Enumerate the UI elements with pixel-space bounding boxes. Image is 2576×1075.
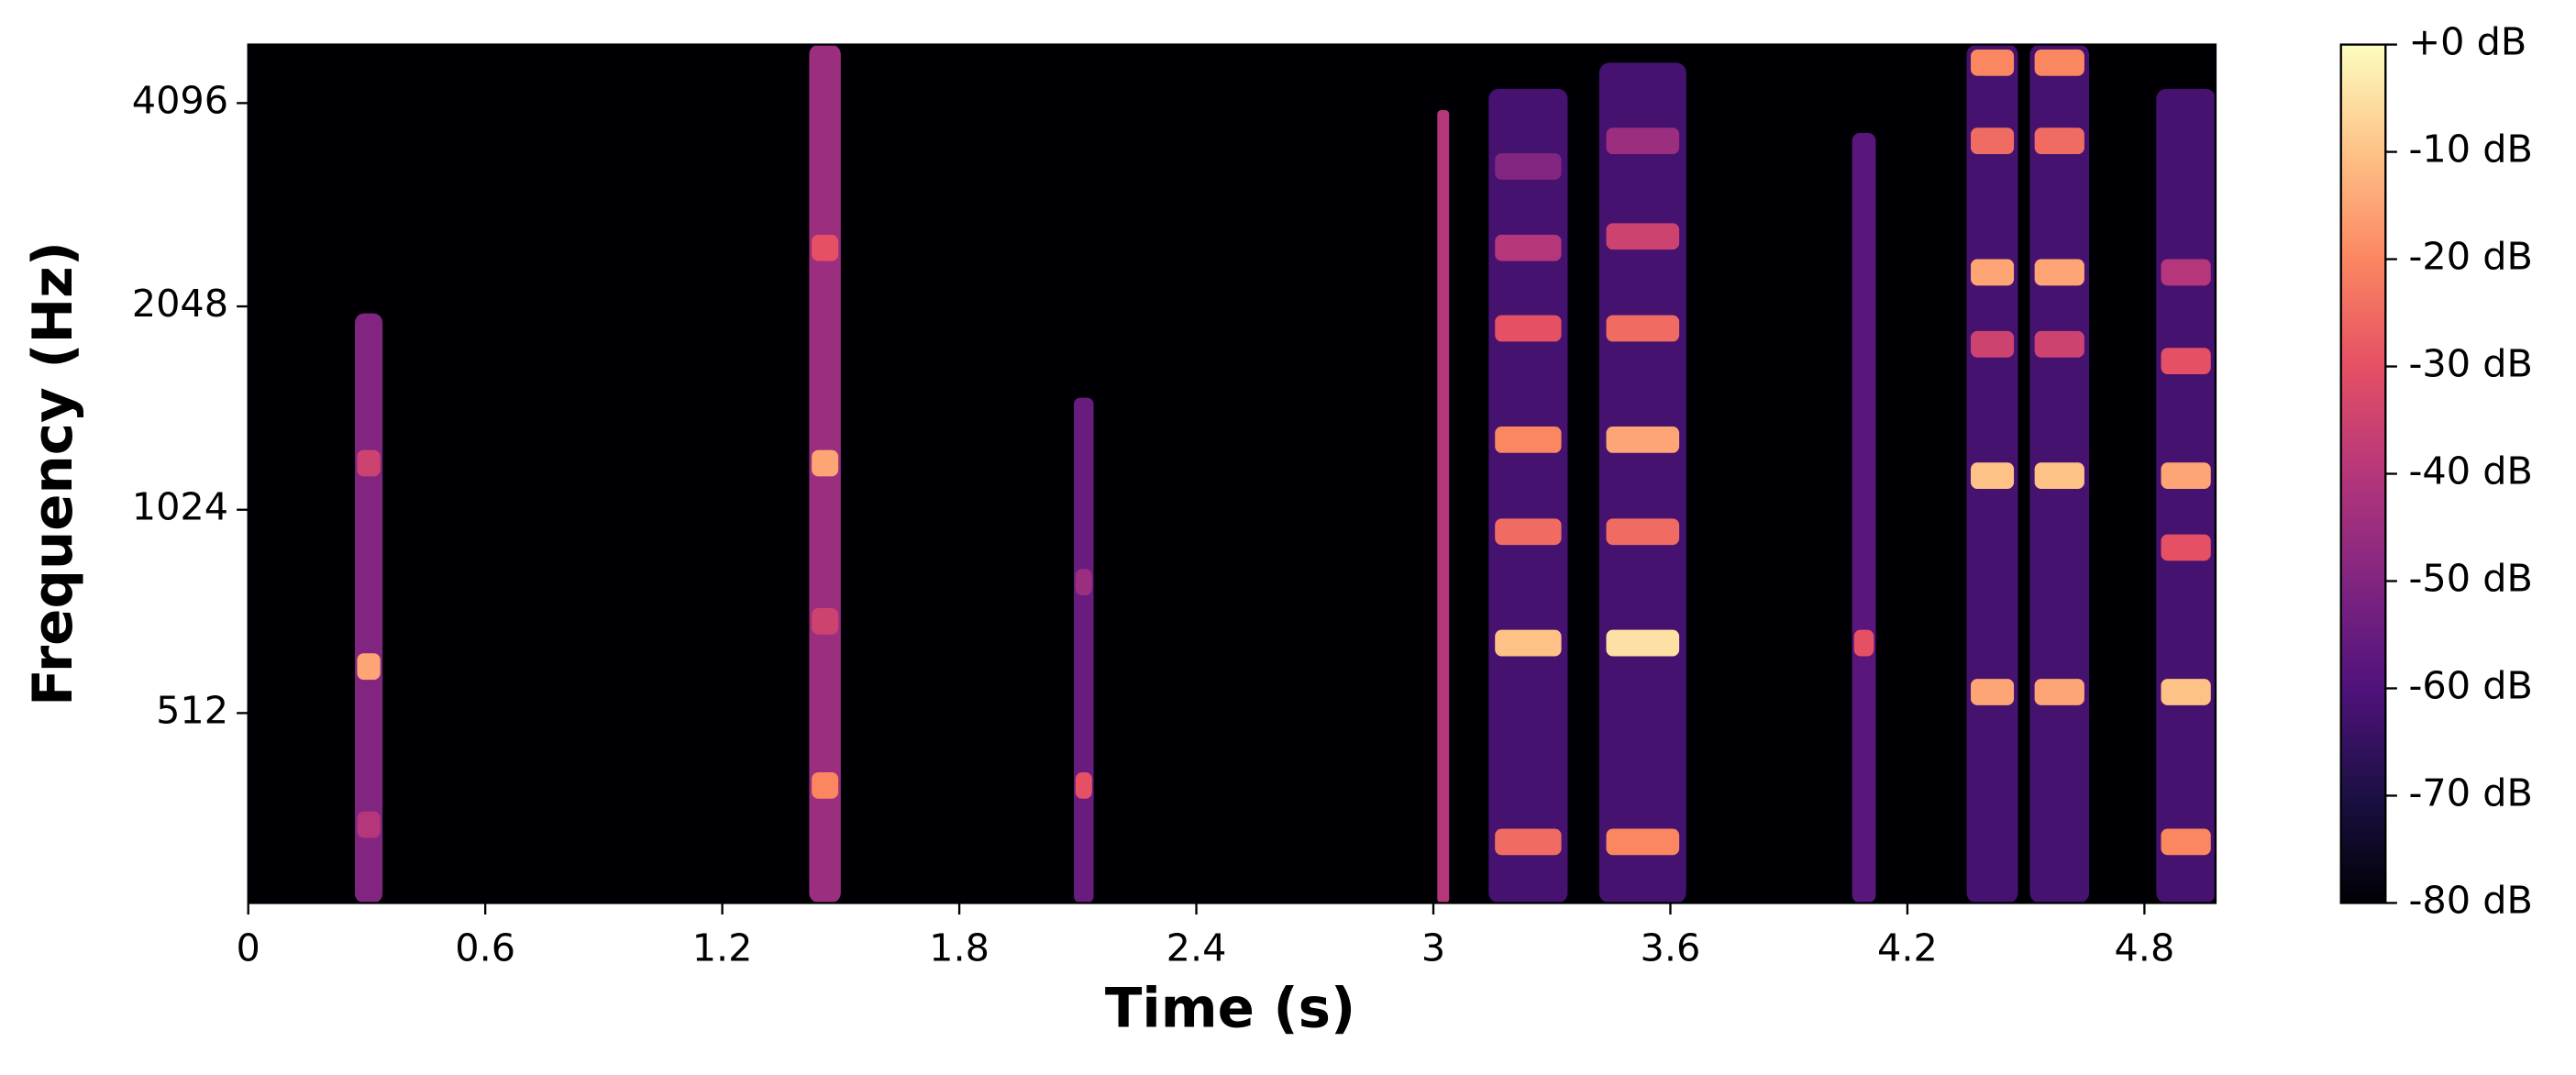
x-tick-label: 0.6 [455, 926, 515, 970]
formant-band [1971, 679, 2015, 705]
formant-band [1495, 315, 1562, 342]
formant-band [1495, 518, 1562, 546]
spectrogram-background [248, 44, 2216, 903]
x-tick-label: 4.8 [2114, 926, 2174, 970]
x-tick-label: 3.6 [1641, 926, 1701, 970]
x-axis-label: Time (s) [1105, 977, 1355, 1040]
y-tick-label: 2048 [132, 282, 228, 326]
colorbar-tick-label: -10 dB [2408, 127, 2532, 172]
formant-band [2034, 49, 2084, 76]
formant-band [2034, 127, 2084, 155]
formant-band [1606, 223, 1680, 250]
burst [1852, 132, 1876, 903]
formant-band [2161, 259, 2211, 286]
formant-band [2034, 679, 2084, 705]
colorbar-tick-label: -70 dB [2408, 770, 2532, 815]
colorbar-tick-label: -30 dB [2408, 342, 2532, 386]
x-tick-label: 3 [1421, 926, 1445, 970]
x-tick-label: 1.8 [929, 926, 989, 970]
formant-band [1606, 629, 1680, 657]
burst [1437, 109, 1450, 903]
formant-band [2034, 462, 2084, 490]
colorbar-tick-label: -60 dB [2408, 663, 2532, 707]
formant-band [1495, 629, 1562, 657]
formant-band [2034, 259, 2084, 286]
formant-band [1495, 427, 1562, 453]
formant-band [1606, 315, 1680, 342]
colorbar-tick-label: -80 dB [2408, 878, 2532, 922]
formant-band [1971, 330, 2015, 358]
burst [2156, 88, 2216, 903]
y-tick-label: 1024 [132, 485, 228, 529]
formant-band [1606, 518, 1680, 546]
formant-band [812, 771, 839, 799]
x-tick-label: 2.4 [1166, 926, 1227, 970]
burst [1074, 397, 1094, 903]
formant-band [2161, 534, 2211, 561]
formant-band [2161, 462, 2211, 490]
x-tick-label: 4.2 [1877, 926, 1938, 970]
formant-band [2161, 679, 2211, 705]
x-tick-label: 1.2 [692, 926, 753, 970]
formant-band [357, 811, 381, 838]
burst [1488, 88, 1568, 903]
formant-band [1971, 49, 2015, 76]
formant-band [1495, 828, 1562, 856]
formant-band [1971, 127, 2015, 155]
formant-band [1606, 427, 1680, 453]
colorbar-tick-label: -50 dB [2408, 556, 2532, 600]
colorbar [2339, 43, 2387, 904]
y-tick-label: 4096 [132, 78, 228, 122]
formant-band [812, 234, 839, 261]
formant-band [2034, 330, 2084, 358]
formant-band [1495, 153, 1562, 180]
formant-band [357, 653, 381, 681]
formant-band [1606, 828, 1680, 856]
formant-band [812, 449, 839, 477]
formant-band [1971, 462, 2015, 490]
formant-band [812, 607, 839, 635]
plot-frame [247, 43, 2217, 904]
formant-band [1075, 771, 1092, 799]
colorbar-tick-label: +0 dB [2408, 20, 2526, 64]
formant-band [1495, 234, 1562, 261]
x-tick-label: 0 [237, 926, 260, 970]
formant-band [1606, 127, 1680, 155]
formant-band [1853, 629, 1874, 657]
formant-band [357, 449, 381, 477]
formant-band [1971, 259, 2015, 286]
burst [1598, 62, 1686, 903]
y-axis-label: Frequency (Hz) [22, 241, 85, 706]
y-tick-label: 512 [156, 688, 228, 732]
colorbar-tick-label: -40 dB [2408, 449, 2532, 493]
formant-band [2161, 348, 2211, 375]
colorbar-tick-label: -20 dB [2408, 235, 2532, 279]
formant-band [1075, 569, 1092, 596]
formant-band [2161, 828, 2211, 856]
